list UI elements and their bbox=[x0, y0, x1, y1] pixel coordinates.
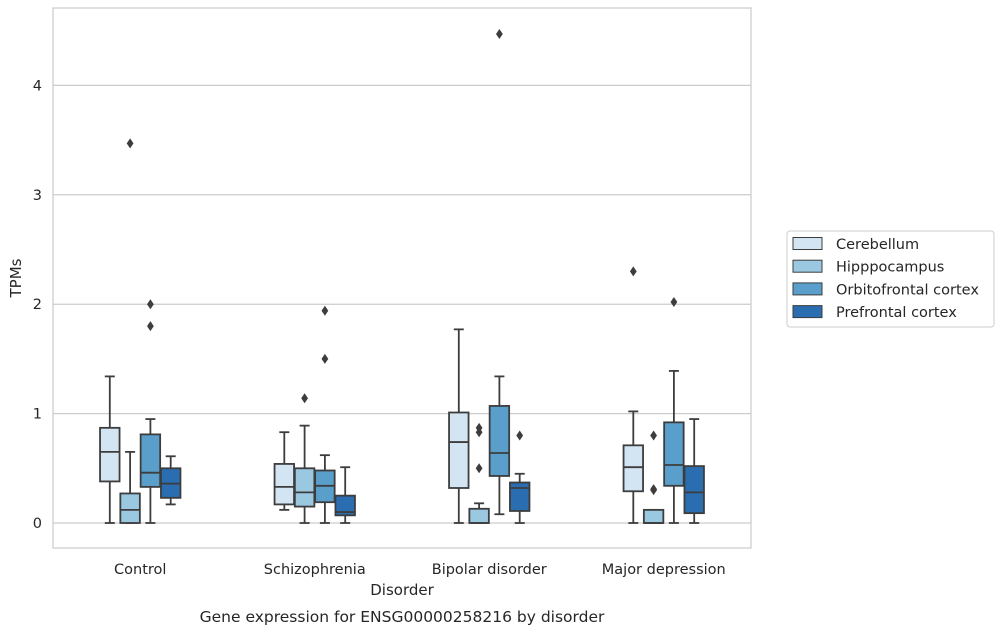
outlier-point bbox=[629, 266, 637, 277]
box-group bbox=[119, 138, 141, 524]
box-iqr bbox=[99, 426, 121, 483]
outlier-point bbox=[516, 430, 524, 441]
box-iqr bbox=[622, 444, 644, 493]
box-iqr bbox=[293, 467, 316, 508]
box-group bbox=[293, 393, 316, 524]
outlier-point bbox=[496, 28, 503, 39]
box-group bbox=[488, 28, 511, 516]
x-axis-label: Disorder bbox=[370, 581, 434, 599]
box-group bbox=[334, 466, 356, 524]
box-group bbox=[99, 375, 121, 524]
box-iqr bbox=[509, 481, 531, 512]
box-iqr bbox=[488, 405, 511, 477]
box-group bbox=[139, 299, 162, 524]
outlier-point bbox=[475, 422, 483, 433]
legend-swatch bbox=[792, 305, 823, 319]
chart-caption: Gene expression for ENSG00000258216 by d… bbox=[200, 608, 605, 626]
outlier-point bbox=[475, 463, 483, 474]
x-tick-label: Control bbox=[114, 562, 166, 578]
box-iqr bbox=[334, 494, 356, 517]
outlier-point bbox=[126, 138, 134, 149]
outlier-point bbox=[650, 430, 657, 441]
box-group bbox=[468, 422, 490, 524]
box-group bbox=[273, 431, 295, 511]
outlier-point bbox=[301, 393, 308, 404]
legend-entry-label: Prefrontal cortex bbox=[836, 305, 957, 321]
outlier-point bbox=[321, 353, 329, 364]
box-group bbox=[642, 430, 665, 524]
legend-swatch bbox=[792, 237, 823, 250]
box-iqr bbox=[448, 411, 470, 489]
outlier-point bbox=[321, 305, 329, 316]
box-group bbox=[448, 328, 470, 524]
x-tick-label: Schizophrenia bbox=[264, 562, 366, 578]
box-group bbox=[683, 418, 705, 524]
box-group bbox=[622, 266, 644, 524]
y-tick-label: 1 bbox=[33, 407, 42, 423]
y-tick-label: 3 bbox=[33, 188, 42, 204]
box-iqr bbox=[663, 421, 685, 487]
x-tick-label: Bipolar disorder bbox=[432, 562, 547, 578]
outlier-point bbox=[650, 484, 657, 495]
box-iqr bbox=[683, 465, 705, 515]
y-axis-label: TPMs bbox=[7, 258, 25, 298]
box-iqr bbox=[119, 492, 141, 524]
outlier-point bbox=[147, 299, 154, 310]
box-group bbox=[509, 430, 531, 524]
legend-swatch bbox=[792, 259, 823, 273]
boxes bbox=[99, 28, 705, 524]
y-tick-label: 0 bbox=[33, 516, 42, 532]
plot-area-frame bbox=[52, 7, 752, 549]
x-tick-label: Major depression bbox=[602, 562, 726, 578]
outlier-point bbox=[147, 321, 154, 332]
legend-entry-label: Hipppocampus bbox=[836, 260, 944, 276]
legend: Cerebellum Hipppocampus Orbitofrontal cort… bbox=[786, 230, 995, 328]
box-group bbox=[160, 455, 182, 506]
legend-entry-label: Cerebellum bbox=[836, 237, 919, 253]
y-tick-label: 2 bbox=[33, 297, 42, 313]
tick-labels: 0 1 2 3 4 Control Schizophrenia Bipolar disorde… bbox=[33, 78, 726, 578]
legend-frame bbox=[786, 230, 995, 328]
box-iqr bbox=[273, 463, 295, 506]
y-tick-label: 4 bbox=[33, 78, 42, 94]
box-iqr bbox=[139, 433, 162, 488]
box-iqr bbox=[468, 507, 490, 524]
legend-entry-label: Orbitofrontal cortex bbox=[836, 282, 979, 298]
box-iqr bbox=[642, 508, 665, 524]
box-group bbox=[663, 297, 685, 524]
box-group bbox=[314, 305, 336, 524]
legend-swatch bbox=[792, 282, 823, 296]
outlier-point bbox=[670, 297, 678, 308]
